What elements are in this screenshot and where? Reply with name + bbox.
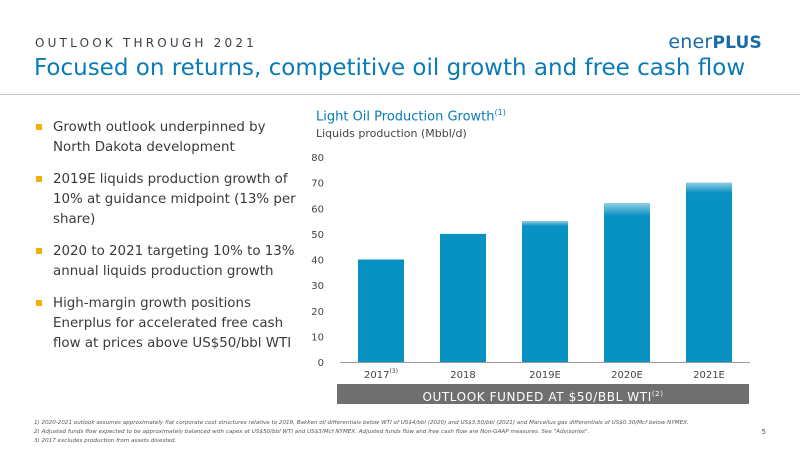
page-title: Focused on returns, competitive oil grow…	[34, 55, 746, 81]
footnotes: 1) 2020-2021 outlook assumes approximate…	[34, 419, 754, 446]
x-tick-footnote-ref: (3)	[389, 368, 398, 375]
funding-banner: OUTLOOK FUNDED AT $50/BBL WTI(2)	[337, 384, 749, 404]
bullet-text: 2019E liquids production growth of 10% a…	[53, 172, 296, 227]
bullet-item: Growth outlook underpinned by North Dako…	[36, 118, 296, 158]
bar-2018	[440, 233, 486, 362]
bar-2019e	[522, 221, 568, 362]
header-divider	[0, 94, 800, 95]
x-tick-label: 2021E	[693, 370, 725, 380]
banner-footnote-ref: (2)	[651, 390, 664, 398]
bar-2017	[358, 259, 404, 362]
footnote-3: 3) 2017 excludes production from assets …	[34, 438, 177, 444]
y-tick-label: 80	[311, 153, 324, 164]
bullet-text: Growth outlook underpinned by North Dako…	[53, 120, 266, 155]
y-tick-label: 40	[311, 256, 324, 267]
y-tick-label: 70	[311, 179, 324, 190]
bullet-square-icon	[36, 176, 42, 182]
banner-text: OUTLOOK FUNDED AT $50/BBL WTI	[422, 390, 652, 404]
bar-2020e	[604, 203, 650, 362]
x-tick-label: 2018	[450, 370, 475, 380]
section-eyebrow: OUTLOOK THROUGH 2021	[35, 36, 257, 50]
y-tick-label: 50	[311, 230, 324, 241]
x-tick-label: 2020E	[611, 370, 643, 380]
chart-subtitle: Liquids production (Mbbl/d)	[316, 127, 467, 140]
y-tick-label: 30	[311, 281, 324, 292]
bullet-item: 2019E liquids production growth of 10% a…	[36, 170, 296, 230]
company-logo: enerPLUS	[668, 31, 762, 53]
footnote-2: 2) Adjusted funds flow expected to be ap…	[34, 429, 590, 435]
bar-2021e	[686, 182, 732, 362]
x-tick-label: 2019E	[529, 370, 561, 380]
chart-title: Light Oil Production Growth(1)	[316, 108, 506, 124]
guidance-range-band	[522, 221, 568, 227]
bullet-text: 2020 to 2021 targeting 10% to 13% annual…	[53, 244, 295, 279]
x-tick-label: 2017(3)	[364, 368, 398, 380]
bullet-item: 2020 to 2021 targeting 10% to 13% annual…	[36, 242, 296, 282]
bullet-square-icon	[36, 124, 42, 130]
chart-title-footnote-ref: (1)	[494, 108, 506, 117]
bullet-list: Growth outlook underpinned by North Dako…	[36, 118, 296, 366]
y-tick-label: 0	[318, 358, 324, 369]
bullet-text: High-margin growth positions Enerplus fo…	[53, 296, 292, 351]
bullet-square-icon	[36, 248, 42, 254]
guidance-range-band	[604, 203, 650, 216]
footnote-1: 1) 2020-2021 outlook assumes approximate…	[34, 420, 689, 426]
chart-title-text: Light Oil Production Growth	[316, 109, 495, 125]
y-tick-label: 20	[311, 307, 324, 318]
guidance-range-band	[686, 182, 732, 193]
logo-text-ener: ener	[668, 31, 713, 53]
page-number: 5	[761, 428, 766, 436]
production-bar-chart: 0 10 20 30 40 50 60 70 80 2017(3) 2018 2019E 2020E 2…	[311, 153, 750, 380]
y-tick-label: 10	[311, 332, 324, 343]
logo-text-plus: PLUS	[712, 33, 762, 53]
y-tick-label: 60	[311, 204, 324, 215]
bullet-item: High-margin growth positions Enerplus fo…	[36, 294, 296, 354]
bullet-square-icon	[36, 300, 42, 306]
